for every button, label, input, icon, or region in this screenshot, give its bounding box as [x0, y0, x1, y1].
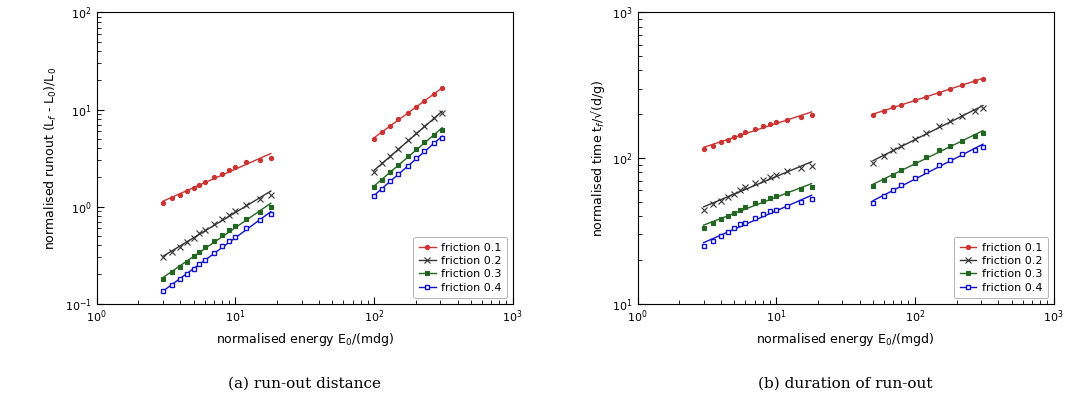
- Legend: friction 0.1, friction 0.2, friction 0.3, friction 0.4: friction 0.1, friction 0.2, friction 0.3…: [955, 237, 1048, 298]
- Text: (a) run-out distance: (a) run-out distance: [228, 376, 382, 391]
- X-axis label: normalised energy E$_0$/(mdg): normalised energy E$_0$/(mdg): [216, 331, 393, 348]
- X-axis label: normalised energy E$_0$/(mgd): normalised energy E$_0$/(mgd): [757, 331, 934, 348]
- Text: (b) duration of run-out: (b) duration of run-out: [758, 376, 933, 391]
- Legend: friction 0.1, friction 0.2, friction 0.3, friction 0.4: friction 0.1, friction 0.2, friction 0.3…: [414, 237, 507, 298]
- Y-axis label: normalised runout (L$_f$ - L$_0$)/L$_0$: normalised runout (L$_f$ - L$_0$)/L$_0$: [43, 67, 59, 250]
- Y-axis label: normalised time t$_f$/√(d/g): normalised time t$_f$/√(d/g): [589, 79, 606, 237]
